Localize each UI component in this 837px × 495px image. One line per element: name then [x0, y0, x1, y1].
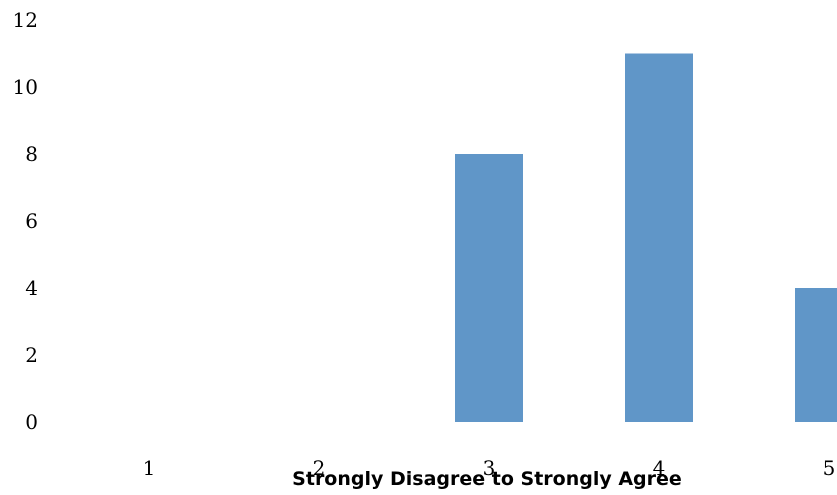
- y-tick-label: 6: [25, 209, 38, 233]
- x-axis-tick-labels: 1 2 3 4 5: [143, 456, 836, 480]
- y-tick-label: 8: [25, 142, 38, 166]
- x-tick-label: 1: [143, 456, 156, 480]
- x-tick-label: 4: [653, 456, 666, 480]
- y-tick-label: 0: [25, 410, 38, 434]
- y-tick-label: 10: [13, 75, 38, 99]
- y-tick-label: 4: [25, 276, 38, 300]
- bar-5: [795, 288, 837, 422]
- bars: [455, 53, 837, 422]
- x-tick-label: 5: [823, 456, 836, 480]
- x-tick-label: 3: [483, 456, 496, 480]
- bar-4: [625, 53, 693, 422]
- bar-3: [455, 154, 523, 422]
- y-tick-label: 2: [25, 343, 38, 367]
- x-tick-label: 2: [313, 456, 326, 480]
- y-axis-tick-labels: 0 2 4 6 8 10 12: [13, 8, 38, 434]
- x-axis-label: Strongly Disagree to Strongly Agree: [292, 468, 682, 490]
- y-tick-label: 12: [13, 8, 38, 32]
